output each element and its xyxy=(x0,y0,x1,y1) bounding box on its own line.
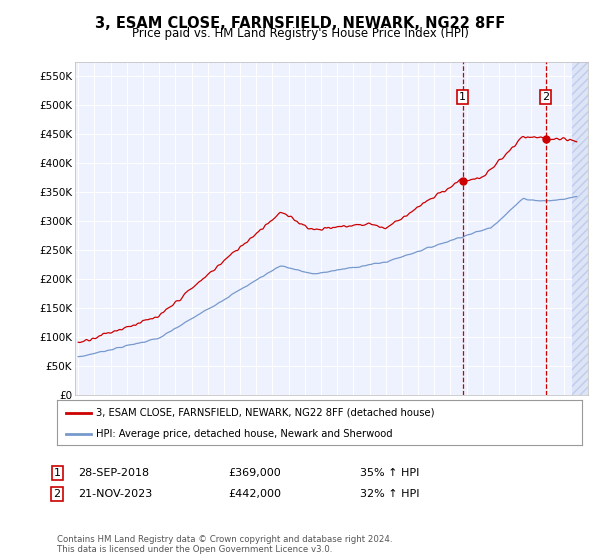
Text: 1: 1 xyxy=(459,92,466,101)
Text: 3, ESAM CLOSE, FARNSFIELD, NEWARK, NG22 8FF (detached house): 3, ESAM CLOSE, FARNSFIELD, NEWARK, NG22 … xyxy=(97,408,435,418)
Text: 2: 2 xyxy=(542,92,550,101)
Text: 21-NOV-2023: 21-NOV-2023 xyxy=(78,489,152,499)
Text: 32% ↑ HPI: 32% ↑ HPI xyxy=(360,489,419,499)
Text: £442,000: £442,000 xyxy=(228,489,281,499)
Bar xyxy=(572,62,588,395)
Text: 3, ESAM CLOSE, FARNSFIELD, NEWARK, NG22 8FF: 3, ESAM CLOSE, FARNSFIELD, NEWARK, NG22 … xyxy=(95,16,505,31)
Text: 2: 2 xyxy=(53,489,61,499)
Text: Price paid vs. HM Land Registry's House Price Index (HPI): Price paid vs. HM Land Registry's House … xyxy=(131,27,469,40)
Text: Contains HM Land Registry data © Crown copyright and database right 2024.
This d: Contains HM Land Registry data © Crown c… xyxy=(57,535,392,554)
Bar xyxy=(572,62,588,395)
Text: HPI: Average price, detached house, Newark and Sherwood: HPI: Average price, detached house, Newa… xyxy=(97,429,393,439)
Text: 35% ↑ HPI: 35% ↑ HPI xyxy=(360,468,419,478)
Text: 1: 1 xyxy=(53,468,61,478)
Text: 28-SEP-2018: 28-SEP-2018 xyxy=(78,468,149,478)
Text: £369,000: £369,000 xyxy=(228,468,281,478)
